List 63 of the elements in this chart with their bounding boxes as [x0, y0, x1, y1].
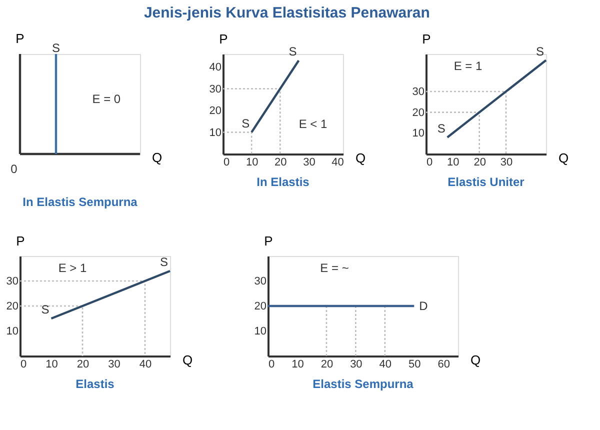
- x-tick-label: 60: [438, 358, 450, 370]
- y-axis-title: P: [219, 32, 228, 46]
- text: In Elastis: [256, 175, 310, 189]
- y-tick-label: 10: [412, 128, 424, 140]
- annotation: S: [288, 44, 297, 59]
- text: S: [52, 41, 60, 55]
- x-tick-label: 20: [320, 358, 334, 370]
- x-tick-label: 10: [46, 358, 58, 370]
- x-tick-label: 50: [408, 358, 421, 370]
- text: Elastis: [76, 377, 115, 391]
- y-tick-label: 40: [209, 62, 222, 74]
- y-tick-label: 10: [6, 326, 18, 338]
- text: Elastis Sempurna: [312, 377, 414, 391]
- annotation: E > 1: [58, 261, 87, 275]
- y-axis-title: P: [422, 32, 431, 46]
- y-axis-title: P: [16, 234, 25, 248]
- series-label: D: [419, 299, 428, 313]
- annotation: S: [160, 255, 168, 269]
- x-tick-label: 0: [268, 358, 275, 370]
- annotation: E = ~: [320, 261, 349, 275]
- x-tick-label: 40: [379, 358, 392, 370]
- y-tick-label: 10: [209, 126, 222, 139]
- text: E = 0: [92, 92, 121, 106]
- y-tick-label: 20: [412, 106, 424, 119]
- x-axis-title: Q: [470, 352, 481, 368]
- text: Q: [152, 150, 162, 165]
- y-tick-label: 30: [6, 276, 18, 288]
- y-tick-label: 10: [254, 326, 266, 338]
- x-tick-label: 20: [474, 156, 486, 168]
- x-axis-title: Q: [558, 150, 569, 166]
- x-tick-label: 20: [76, 358, 90, 370]
- x-tick-label: 30: [350, 358, 362, 370]
- y-tick-label: 20: [209, 105, 222, 118]
- annotation: S: [242, 116, 250, 130]
- annotation: E < 1: [298, 117, 328, 131]
- y-tick-label: 30: [412, 86, 424, 98]
- x-tick-label: 30: [303, 156, 316, 168]
- x-tick-label: 10: [447, 156, 460, 168]
- x-tick-label: 40: [139, 358, 152, 370]
- x-axis-title: Q: [182, 352, 193, 368]
- y-tick-label: 30: [209, 83, 222, 96]
- x-tick-label: 30: [500, 156, 513, 168]
- annotation: S: [437, 121, 446, 136]
- y-tick-label: 20: [6, 300, 18, 312]
- x-tick-label: 10: [246, 156, 258, 168]
- annotation: S: [536, 44, 544, 58]
- x-tick-label: 0: [20, 358, 27, 370]
- x-tick-label: 20: [274, 156, 287, 168]
- y-axis-title: P: [264, 234, 273, 248]
- y-tick-label: 20: [254, 300, 266, 312]
- text: Elastis Uniter: [448, 175, 525, 189]
- annotation: E = 1: [454, 59, 482, 73]
- x-tick-label: 30: [108, 358, 120, 370]
- annotation: S: [41, 302, 50, 316]
- y-tick-label: 30: [254, 276, 266, 288]
- x-tick-label: 0: [426, 156, 433, 168]
- x-tick-label: 10: [292, 358, 304, 370]
- x-axis-title: Q: [356, 150, 366, 166]
- x-tick-label: 0: [224, 156, 230, 168]
- text: In Elastis Sempurna: [22, 195, 138, 209]
- text: P: [16, 31, 24, 46]
- text: Jenis-jenis Kurva Elastisitas Penawaran: [144, 4, 430, 22]
- x-tick-label: 40: [332, 156, 344, 168]
